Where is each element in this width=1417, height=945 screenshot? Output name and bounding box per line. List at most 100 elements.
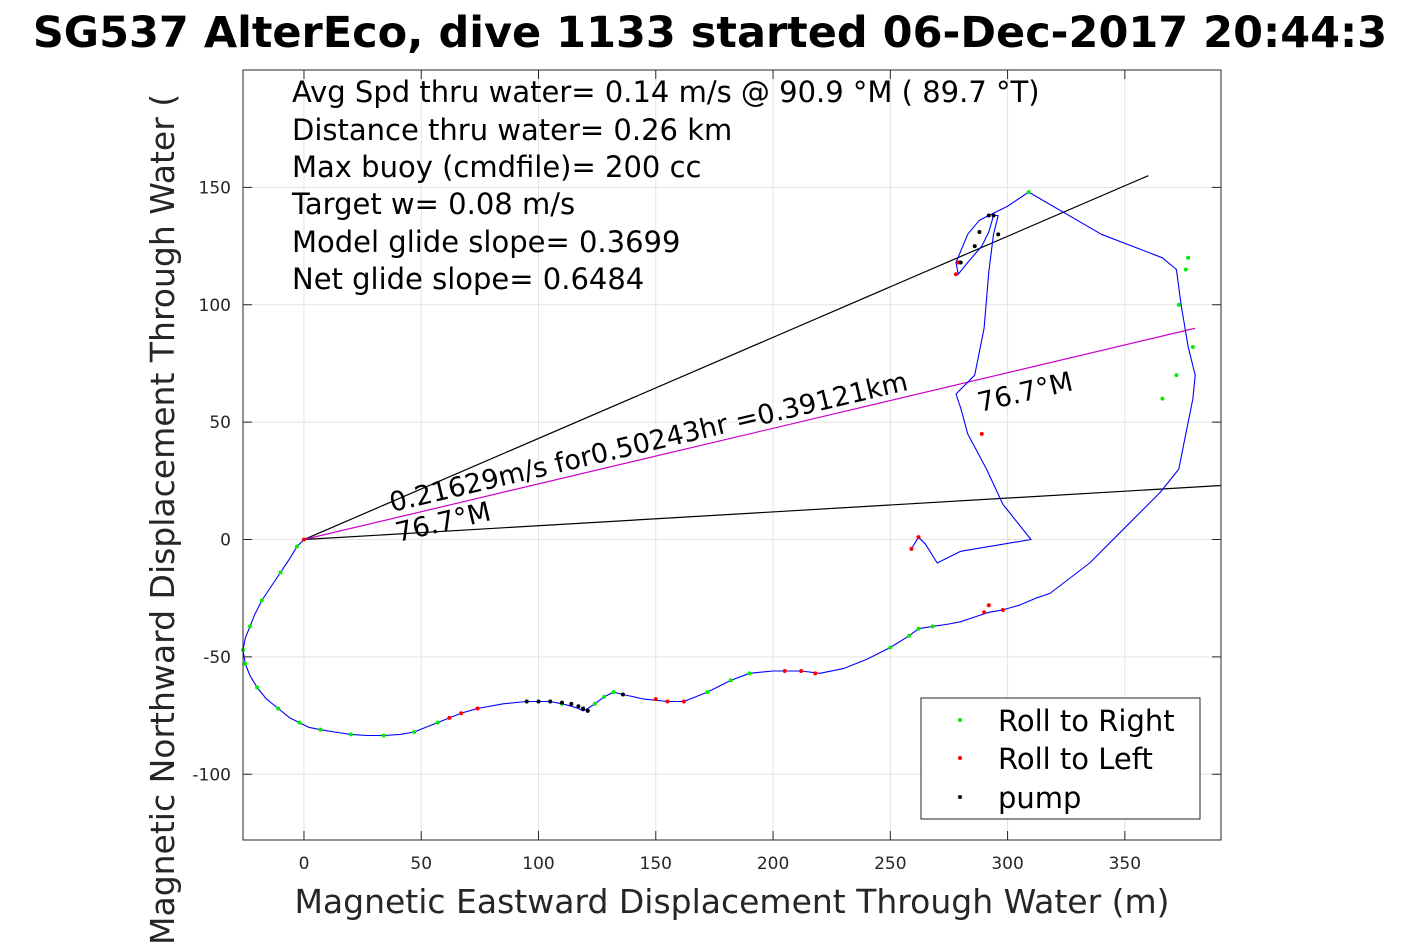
marker-roll-to-right [278,570,283,575]
plot-frame [242,69,1222,841]
y-tick-label: -50 [203,648,231,668]
marker-roll-to-left [681,699,686,704]
x-tick-label: 350 [1109,854,1141,874]
marker-roll-to-left [986,603,991,608]
marker-roll-to-right [412,730,417,735]
marker-roll-to-right [747,671,752,676]
marker-pump [585,708,590,713]
info-line-model-glide: Model glide slope= 0.3699 [292,225,680,259]
info-line-max-buoy: Max buoy (cmdfile)= 200 cc [292,150,701,184]
marker-roll-to-right [602,694,607,699]
marker-pump [569,701,574,706]
marker-roll-to-right [728,678,733,683]
legend-label-roll-left: Roll to Left [998,742,1153,776]
marker-pump [958,260,963,265]
marker-pump [524,699,529,704]
tick-labels: 0 50 100 150 200 250 300 350 -100 -50 0 50 100 150 [192,178,1141,874]
y-tick-label: 50 [209,413,231,433]
marker-roll-to-right [248,624,253,629]
marker-roll-to-right [592,701,597,706]
x-tick-label: 200 [757,854,789,874]
reference-line [303,484,1222,541]
y-tick-label: 100 [199,296,231,316]
marker-roll-to-left [475,706,480,711]
marker-roll-to-left [916,535,921,540]
legend-box [920,697,1201,820]
marker-pump [986,213,991,218]
legend-marker-roll-right [958,718,962,722]
marker-roll-to-right [243,661,248,666]
ticks [243,70,1221,840]
marker-roll-to-left [909,546,914,551]
marker-roll-to-left [953,272,958,277]
marker-roll-to-right [1174,373,1179,378]
x-tick-label: 50 [410,854,432,874]
marker-roll-to-left [979,431,984,436]
marker-pump [548,699,553,704]
marker-roll-to-left [301,537,306,542]
marker-roll-to-right [888,645,893,650]
x-tick-label: 0 [299,854,310,874]
reference-line [303,175,1149,541]
legend: Roll to Right Roll to Left pump [920,697,1201,820]
marker-roll-to-right [1183,267,1188,272]
marker-roll-to-left [982,610,987,615]
marker-roll-to-right [294,544,299,549]
marker-roll-to-right [255,685,260,690]
marker-pump [559,700,564,705]
markers [241,190,1195,738]
marker-roll-to-right [907,633,912,638]
track-line [242,191,1196,737]
marker-roll-to-left [653,697,658,702]
track-polyline [242,191,1196,737]
marker-pump [536,699,541,704]
marker-pump [576,704,581,709]
y-tick-label: 150 [199,178,231,198]
marker-roll-to-right [1026,190,1031,195]
y-axis-label: Magnetic Northward Displacement Through … [143,94,182,945]
legend-label-pump: pump [998,781,1081,815]
info-line-target-w: Target w= 0.08 m/s [291,187,575,221]
y-tick-label: -100 [192,765,231,785]
x-tick-label: 300 [991,854,1023,874]
marker-roll-to-right [259,598,264,603]
x-axis-label: Magnetic Eastward Displacement Through W… [294,882,1169,921]
marker-pump [977,229,982,234]
chart-title: SG537 AlterEco, dive 1133 started 06-Dec… [33,8,1387,58]
marker-roll-to-right [348,732,353,737]
marker-roll-to-right [611,690,616,695]
marker-roll-to-right [381,733,386,738]
reference-line [303,327,1196,541]
marker-roll-to-right [297,720,302,725]
marker-roll-to-right [318,727,323,732]
x-tick-label: 100 [522,854,554,874]
marker-roll-to-right [930,624,935,629]
marker-roll-to-left [665,699,670,704]
info-line-avg-speed: Avg Spd thru water= 0.14 m/s @ 90.9 °M (… [292,75,1040,109]
marker-pump [996,232,1001,237]
legend-marker-roll-left [958,756,962,760]
marker-roll-to-left [447,715,452,720]
marker-pump [581,706,586,711]
marker-roll-to-right [1186,255,1191,260]
marker-roll-to-right [1190,345,1195,350]
y-tick-label: 0 [220,531,231,551]
marker-roll-to-right [916,626,921,631]
marker-roll-to-left [1000,607,1005,612]
legend-label-roll-right: Roll to Right [998,704,1175,738]
info-line-distance: Distance thru water= 0.26 km [292,113,732,147]
marker-roll-to-left [459,711,464,716]
marker-roll-to-right [705,690,710,695]
x-tick-label: 250 [874,854,906,874]
marker-roll-to-right [435,720,440,725]
info-line-net-glide: Net glide slope= 0.6484 [292,262,644,296]
legend-marker-pump [958,795,962,799]
marker-roll-to-right [276,706,281,711]
marker-pump [972,244,977,249]
marker-pump [991,213,996,218]
marker-roll-to-right [1160,396,1165,401]
x-tick-label: 150 [640,854,672,874]
marker-roll-to-left [782,668,787,673]
marker-roll-to-left [813,671,818,676]
